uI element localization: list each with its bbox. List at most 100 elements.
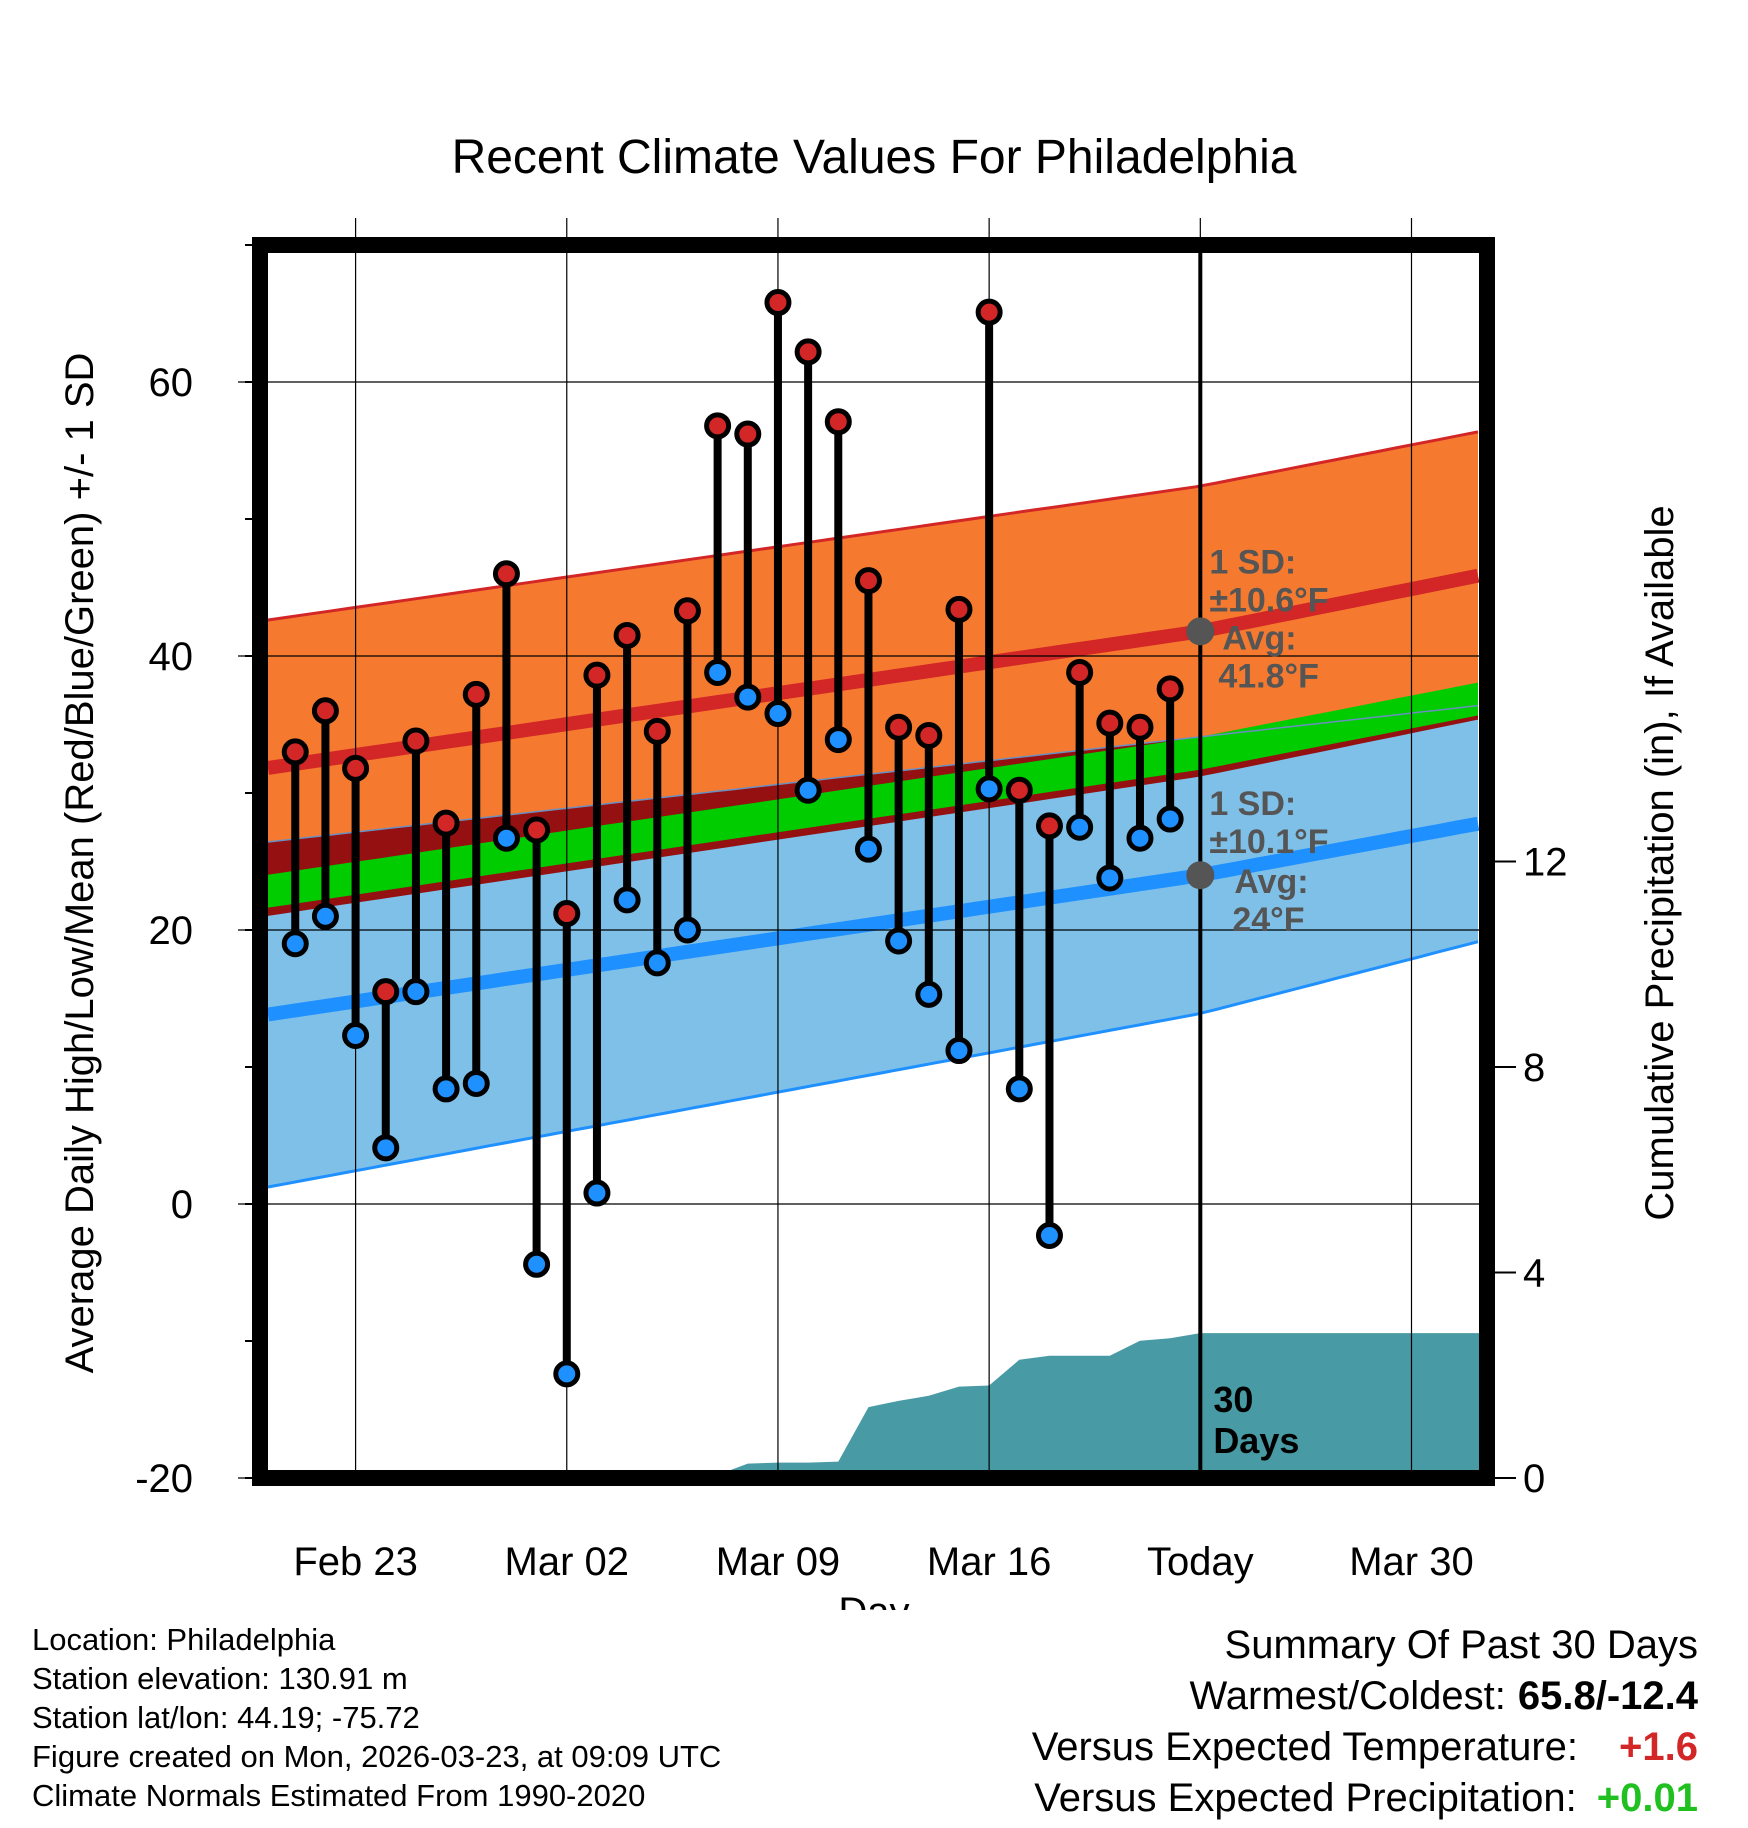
high-annot-sd-label: 1 SD:: [1209, 543, 1296, 581]
mean-band: [268, 682, 1478, 908]
obs-low-point-20: [885, 927, 913, 955]
x-tick-label-1: Mar 02: [505, 1540, 630, 1584]
obs-high-point-2: [342, 754, 370, 782]
station-info: Location: Philadelphia Station elevation…: [32, 1620, 721, 1815]
obs-low-point-1: [311, 902, 339, 930]
obs-low-point-3: [372, 1134, 400, 1162]
obs-low-point-13: [673, 916, 701, 944]
x-tick-label-3: Mar 16: [927, 1540, 1052, 1584]
y2-axis-label: Cumulative Precipitation (in), If Availa…: [1638, 505, 1682, 1220]
low-mean-line: [266, 816, 1480, 1022]
summary-temp-label: Versus Expected Temperature:: [1031, 1725, 1578, 1769]
obs-low-point-25: [1035, 1222, 1063, 1250]
obs-high-point-15: [734, 420, 762, 448]
high-normal-marker: [1186, 617, 1215, 646]
low-annot-sd-value: ±10.1°F: [1209, 823, 1328, 861]
obs-low-point-7: [492, 824, 520, 852]
obs-low-point-21: [915, 980, 943, 1008]
y-tick-label-2: 20: [149, 909, 194, 953]
obs-high-point-5: [432, 809, 460, 837]
summary-temp-row: Versus Expected Temperature: +1.6: [1032, 1722, 1698, 1773]
high-annot-sd-value: ±10.6°F: [1209, 581, 1328, 619]
low-normal-marker: [1186, 861, 1215, 890]
summary-warmest-value: 65.8/-12.4: [1517, 1674, 1698, 1718]
days-label-number: 30: [1213, 1379, 1253, 1420]
obs-high-point-12: [643, 717, 671, 745]
high-annot-avg-label: Avg:: [1222, 619, 1296, 657]
summary-precip-value: +0.01: [1596, 1776, 1698, 1820]
summary-temp-value: +1.6: [1619, 1725, 1698, 1769]
obs-low-point-14: [704, 658, 732, 686]
x-tick-label-0: Feb 23: [293, 1540, 418, 1584]
obs-high-point-0: [281, 738, 309, 766]
obs-low-point-22: [945, 1037, 973, 1065]
y2-tick-label-1: 4: [1523, 1252, 1545, 1296]
info-created: Figure created on Mon, 2026-03-23, at 09…: [32, 1739, 722, 1774]
obs-high-point-23: [975, 298, 1003, 326]
obs-high-point-27: [1096, 709, 1124, 737]
y2-tick-label-3: 12: [1523, 841, 1568, 885]
obs-high-point-4: [402, 727, 430, 755]
x-tick-label-5: Mar 30: [1349, 1540, 1474, 1584]
obs-high-point-26: [1066, 658, 1094, 686]
obs-low-point-19: [854, 835, 882, 863]
low-annot-avg-value: 24°F: [1232, 901, 1304, 939]
x-tick-label-4: Today: [1147, 1540, 1254, 1584]
obs-high-point-11: [613, 621, 641, 649]
x-tick-label-2: Mar 09: [716, 1540, 841, 1584]
obs-high-point-16: [764, 289, 792, 317]
high-upper-edge: [267, 430, 1479, 622]
obs-low-point-4: [402, 978, 430, 1006]
obs-low-point-9: [553, 1360, 581, 1388]
y-tick-label-0: -20: [135, 1457, 193, 1501]
obs-low-point-12: [643, 949, 671, 977]
high-mean-line: [267, 568, 1480, 775]
obs-high-point-3: [372, 978, 400, 1006]
low-lower-edge: [267, 940, 1479, 1189]
obs-low-point-23: [975, 775, 1003, 803]
low-annot-avg-label: Avg:: [1234, 863, 1308, 901]
chart-title: Recent Climate Values For Philadelphia: [452, 131, 1297, 184]
obs-high-point-6: [462, 680, 490, 708]
info-latlon: Station lat/lon: 44.19; -75.72: [32, 1700, 420, 1735]
days-label-word: Days: [1213, 1420, 1299, 1461]
obs-high-point-7: [492, 560, 520, 588]
obs-high-point-14: [704, 412, 732, 440]
info-location: Location: Philadelphia: [32, 1622, 336, 1657]
high-annot-avg-value: 41.8°F: [1218, 657, 1319, 695]
obs-low-point-26: [1066, 813, 1094, 841]
obs-high-point-28: [1126, 713, 1154, 741]
obs-low-point-18: [824, 726, 852, 754]
obs-high-point-9: [553, 900, 581, 928]
low-annot-sd-label: 1 SD:: [1209, 785, 1296, 823]
obs-low-point-0: [281, 930, 309, 958]
obs-low-point-8: [523, 1250, 551, 1278]
summary-precip-label: Versus Expected Precipitation:: [1034, 1776, 1577, 1820]
y-tick-label-1: 0: [171, 1183, 193, 1227]
precip-area: [265, 1333, 1481, 1478]
obs-low-point-10: [583, 1179, 611, 1207]
plot-frame: [252, 237, 1495, 1486]
obs-high-point-20: [885, 713, 913, 741]
obs-high-point-21: [915, 721, 943, 749]
summary-precip-row: Versus Expected Precipitation: +0.01: [1032, 1773, 1698, 1824]
y2-tick-label-0: 0: [1523, 1457, 1545, 1501]
obs-low-point-5: [432, 1075, 460, 1103]
obs-low-point-17: [794, 776, 822, 804]
info-normals: Climate Normals Estimated From 1990-2020: [32, 1778, 646, 1813]
obs-high-point-24: [1005, 776, 1033, 804]
summary-warmest-row: Warmest/Coldest: 65.8/-12.4: [1032, 1671, 1698, 1722]
obs-high-point-29: [1156, 675, 1184, 703]
obs-low-point-6: [462, 1069, 490, 1097]
info-elevation: Station elevation: 130.91 m: [32, 1661, 408, 1696]
y-tick-label-3: 40: [149, 635, 194, 679]
obs-high-point-17: [794, 338, 822, 366]
obs-low-point-29: [1156, 805, 1184, 833]
obs-high-point-22: [945, 595, 973, 623]
y-tick-label-4: 60: [149, 361, 194, 405]
obs-low-point-15: [734, 683, 762, 711]
obs-high-point-10: [583, 661, 611, 689]
summary-warmest-label: Warmest/Coldest:: [1189, 1674, 1506, 1718]
summary-heading: Summary Of Past 30 Days: [1224, 1623, 1698, 1667]
